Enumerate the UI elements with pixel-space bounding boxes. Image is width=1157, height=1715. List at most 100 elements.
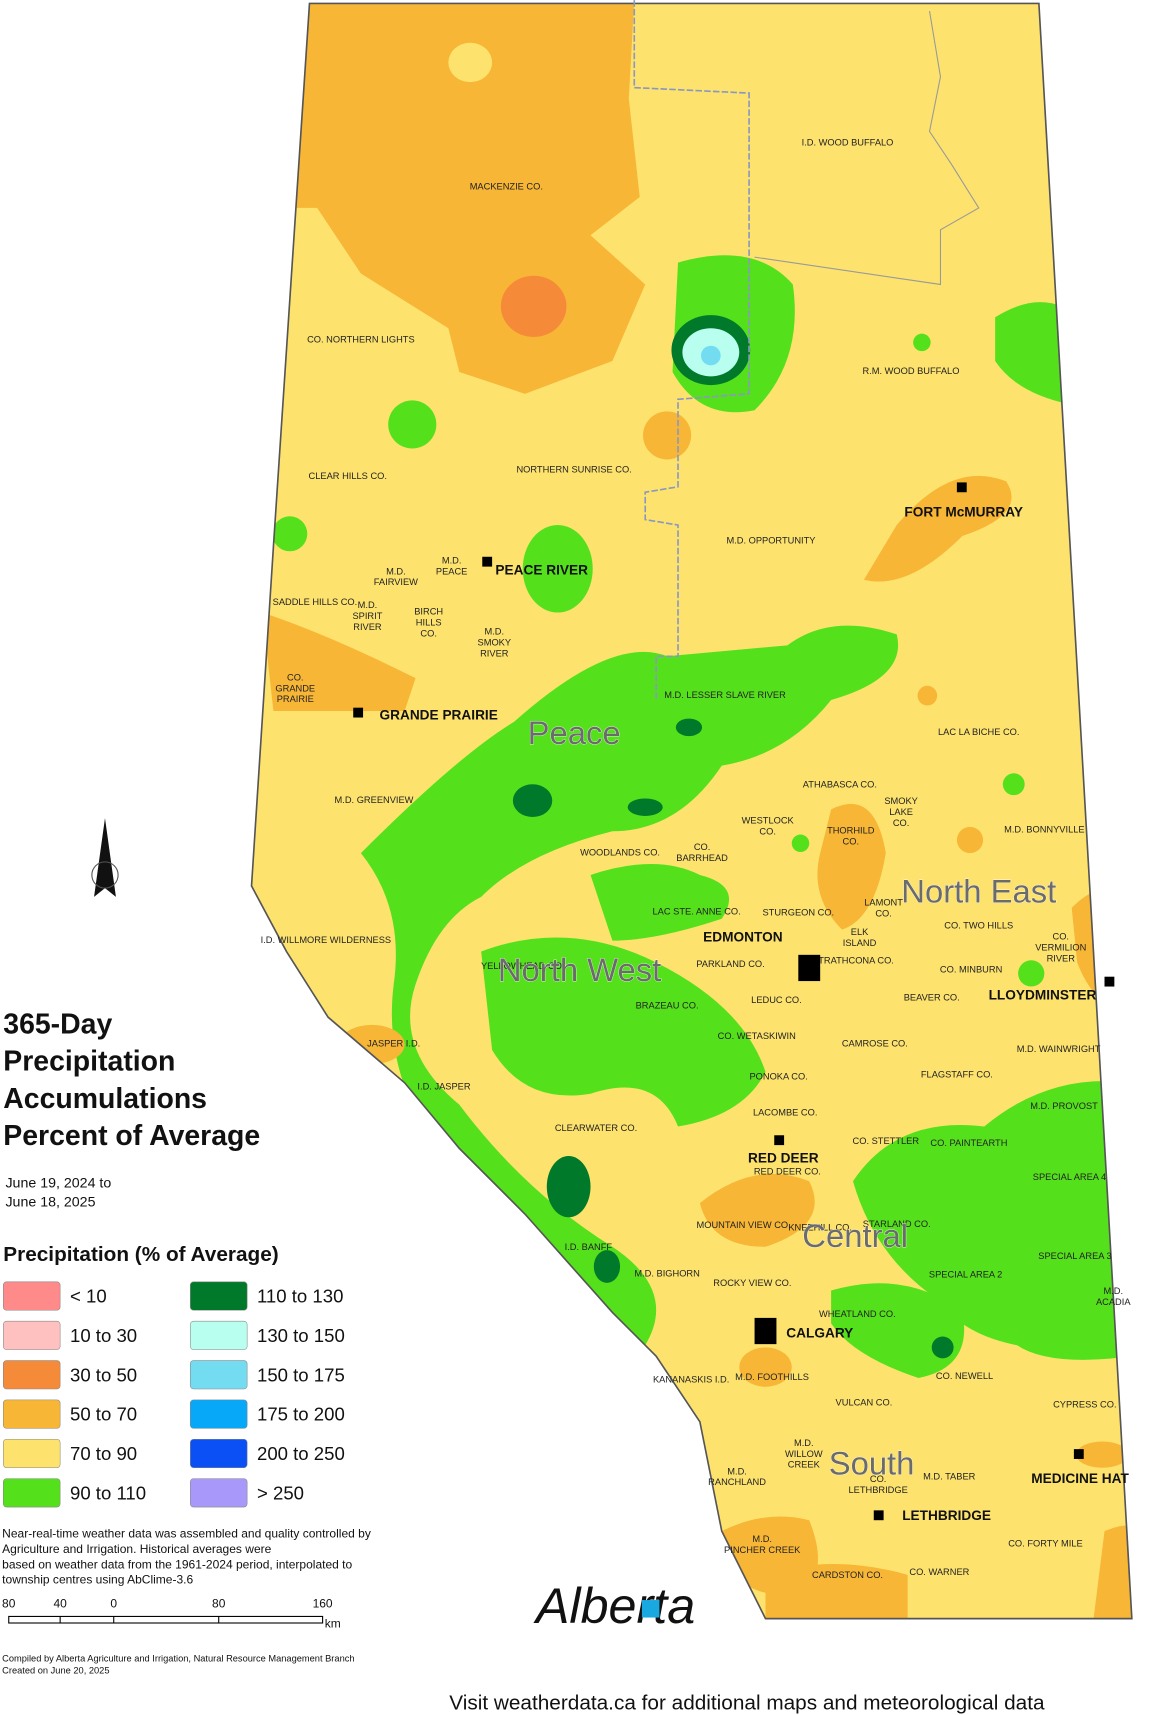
county-label-line: STURGEON CO.: [762, 907, 834, 917]
city-label: RED DEER: [748, 1151, 819, 1166]
county-label-line: WOODLANDS CO.: [580, 847, 660, 857]
county-label-line: LAKE: [889, 807, 913, 817]
county-label-line: CO. NORTHERN LIGHTS: [307, 334, 415, 344]
county-label-line: ISLAND: [843, 938, 877, 948]
city-marker: [1104, 976, 1115, 987]
scale-bar: [8, 1615, 324, 1624]
county-label-line: I.D. JASPER: [417, 1081, 470, 1091]
north-arrow: [91, 818, 119, 897]
legend-label: 150 to 175: [257, 1364, 345, 1385]
county-label-line: SMOKY: [884, 796, 918, 806]
county-label-line: CO. FORTY MILE: [1008, 1538, 1082, 1548]
county-label: YELLOWHEAD CO.: [481, 961, 565, 971]
legend-swatch: [3, 1360, 61, 1390]
county-label: CAMROSE CO.: [842, 1039, 908, 1049]
county-label: BRAZEAU CO.: [636, 1000, 699, 1010]
city-label: MEDICINE HAT: [1031, 1471, 1129, 1486]
legend-label: 30 to 50: [70, 1364, 137, 1385]
county-label-line: CO. WETASKIWIN: [718, 1031, 796, 1041]
county-label-line: LACOMBE CO.: [753, 1108, 817, 1118]
county-label: CO. GRANDE PRAIRIE: [275, 672, 315, 704]
county-label: CYPRESS CO.: [1053, 1400, 1116, 1410]
county-label-line: M.D.: [442, 555, 462, 565]
county-label: KANANASKIS I.D.: [653, 1374, 729, 1384]
county-label: R.M. WOOD BUFFALO: [862, 366, 959, 376]
county-label-line: M.D.: [727, 1466, 747, 1476]
map-title: Precipitation: [3, 1046, 175, 1078]
county-label-line: THORHILD: [827, 825, 875, 835]
legend-title: Precipitation (% of Average): [3, 1243, 278, 1266]
legend-label: 175 to 200: [257, 1404, 345, 1425]
legend-label: < 10: [70, 1286, 107, 1307]
county-label-line: M.D.: [358, 600, 378, 610]
county-label-line: HILLS: [416, 618, 442, 628]
county-label: M.D. SPIRIT RIVER: [352, 600, 382, 632]
county-label: M.D. BONNYVILLE: [1004, 824, 1084, 834]
county-label: CO. STETTLER: [853, 1136, 920, 1146]
county-label-line: CO.: [287, 672, 304, 682]
city-label: LETHBRIDGE: [902, 1508, 991, 1523]
county-label-line: PARKLAND CO.: [696, 959, 764, 969]
county-label-line: STARLAND CO.: [863, 1219, 931, 1229]
county-label-line: WHEATLAND CO.: [819, 1309, 896, 1319]
county-label: SPECIAL AREA 4: [1033, 1172, 1106, 1182]
county-label: M.D. TABER: [923, 1472, 976, 1482]
legend-swatch: [190, 1399, 248, 1429]
county-label: M.D. GREENVIEW: [335, 795, 414, 805]
legend-swatch: [3, 1281, 61, 1311]
county-label-line: ATHABASCA CO.: [803, 780, 877, 790]
county-label-line: ELK: [851, 927, 869, 937]
county-label-line: SPECIAL AREA 3: [1038, 1251, 1111, 1261]
county-label: I.D. BANFF: [565, 1242, 613, 1252]
county-label: JASPER I.D.: [367, 1039, 420, 1049]
city-marker: [353, 707, 364, 718]
county-label: M.D. LESSER SLAVE RIVER: [664, 690, 786, 700]
logo: Alberta: [533, 1577, 695, 1634]
county-boundary: [754, 10, 980, 286]
county-label-line: PONOKA CO.: [749, 1071, 807, 1081]
side-panel: 365-Day Precipitation Accumulations Percent…: [2, 1009, 371, 1676]
legend-swatch: [3, 1478, 61, 1508]
legend-label: 200 to 250: [257, 1443, 345, 1464]
county-label-line: M.D.: [386, 566, 406, 576]
county-label-line: ACADIA: [1096, 1297, 1131, 1307]
note: Agriculture and Irrigation. Historical a…: [2, 1542, 271, 1556]
county-label-line: CLEAR HILLS CO.: [309, 471, 387, 481]
legend-swatch: [190, 1439, 248, 1468]
county-label: M.D. FOOTHILLS: [735, 1372, 809, 1382]
county-label-line: I.D. WOOD BUFFALO: [802, 138, 894, 148]
city-label: GRANDE PRAIRIE: [379, 708, 497, 723]
city-label: FORT McMURRAY: [904, 504, 1023, 519]
county-label-line: I.D. BANFF: [565, 1242, 613, 1252]
note: Near-real-time weather data was assemble…: [2, 1527, 371, 1541]
county-label: WOODLANDS CO.: [580, 847, 660, 857]
region-label: Central: [802, 1217, 908, 1254]
county-label-line: M.D. WAINWRIGHT: [1017, 1044, 1101, 1054]
county-label: WESTLOCK CO.: [742, 816, 795, 837]
county-label-line: JASPER I.D.: [367, 1039, 420, 1049]
city-marker: [774, 1135, 785, 1146]
county-label-line: ROCKY VIEW CO.: [713, 1278, 791, 1288]
county-label-line: M.D. BIGHORN: [634, 1268, 700, 1278]
county-label-line: PEACE: [436, 566, 467, 576]
county-label-line: CO.: [694, 842, 711, 852]
date-range: June 19, 2024 to: [5, 1176, 111, 1192]
county-label-line: CO. STETTLER: [853, 1136, 920, 1146]
scale-tick-label: 80: [212, 1597, 226, 1611]
county-label-line: CO.: [843, 836, 860, 846]
credit: Compiled by Alberta Agriculture and Irri…: [2, 1653, 354, 1663]
county-label-line: RANCHLAND: [708, 1477, 766, 1487]
legend-label: 70 to 90: [70, 1443, 137, 1464]
legend-label: 10 to 30: [70, 1325, 137, 1346]
county-label: CLEAR HILLS CO.: [309, 471, 387, 481]
county-label: KNEEHILL CO.: [788, 1222, 852, 1232]
scale-tick-label: 40: [53, 1597, 67, 1611]
county-label-line: SADDLE HILLS CO.: [273, 597, 358, 607]
county-label: LAC STE. ANNE CO.: [653, 906, 741, 916]
county-label: LAC LA BICHE CO.: [938, 727, 1020, 737]
county-label-line: SMOKY: [478, 637, 512, 647]
county-label-line: CO.: [870, 1474, 887, 1484]
legend-label: 90 to 110: [70, 1482, 146, 1503]
county-label-line: VULCAN CO.: [836, 1397, 893, 1407]
